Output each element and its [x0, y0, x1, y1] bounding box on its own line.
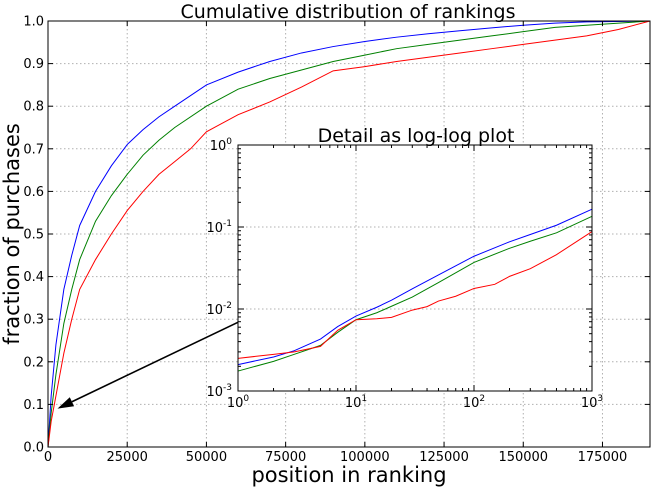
main-x-tick-label: 175000	[578, 450, 628, 465]
main-x-tick-label: 125000	[419, 450, 469, 465]
inset-x-tick-label: 102	[463, 394, 485, 411]
inset-y-tick-label: 10-3	[206, 383, 232, 400]
main-x-tick-label: 50000	[186, 450, 227, 465]
inset-y-tick-label: 100	[210, 137, 233, 154]
main-y-tick-label: 0.7	[23, 142, 44, 157]
inset-series-line-1	[237, 208, 593, 366]
arrow-shaft	[71, 318, 245, 403]
main-y-axis-label: fraction of purchases	[0, 123, 24, 345]
arrow-head	[57, 397, 75, 409]
main-y-tick-label: 1.0	[23, 15, 44, 30]
inset-plot-frame	[237, 144, 593, 392]
inset-series-line-3	[237, 231, 593, 359]
main-series-line-2	[47, 20, 651, 448]
main-y-tick-label: 0.4	[23, 270, 44, 285]
inset-x-tick-label: 100	[227, 394, 250, 411]
inset-title: Detail as log-log plot	[318, 125, 515, 147]
main-series-line-1	[47, 20, 651, 448]
inset-y-tick-label: 10-1	[206, 219, 232, 236]
main-x-tick-label: 25000	[107, 450, 148, 465]
inset-y-axis: 10-3 10-2 10-1 100	[206, 137, 592, 400]
main-y-axis: 0.0 0.1 0.2 0.3 0.4 0.5 0.6 0.7 0.8 0.9 1.0	[23, 15, 650, 456]
main-y-tick-label: 0.2	[23, 355, 44, 370]
arrow-annotation	[57, 318, 245, 409]
main-y-tick-label: 0.6	[23, 185, 44, 200]
main-y-tick-label: 0.1	[23, 398, 44, 413]
main-x-tick-label: 100000	[340, 450, 390, 465]
main-y-tick-label: 0.9	[23, 57, 44, 72]
main-x-tick-label: 75000	[265, 450, 306, 465]
inset-x-axis: 100 101 102 103	[227, 145, 603, 411]
main-x-tick-label: 150000	[498, 450, 548, 465]
inset-series-line-2	[237, 215, 593, 372]
main-title: Cumulative distribution of rankings	[181, 1, 516, 23]
main-y-tick-label: 0.8	[23, 100, 44, 115]
main-x-axis-label: position in ranking	[251, 463, 446, 487]
inset-x-tick-label: 103	[581, 394, 603, 411]
main-series	[47, 20, 651, 448]
inset-background	[238, 145, 592, 391]
main-y-tick-label: 0.3	[23, 313, 44, 328]
main-series-line-3	[47, 20, 651, 448]
main-y-tick-label: 0.5	[23, 228, 44, 243]
main-y-tick-label: 0.0	[23, 441, 44, 456]
main-x-tick-label: 0	[44, 450, 52, 465]
inset-x-tick-label: 101	[345, 394, 367, 411]
inset-series	[237, 208, 593, 372]
inset-y-tick-label: 10-2	[206, 301, 232, 318]
main-x-axis: 0 25000 50000 75000 100000 125000 150000 175000	[44, 21, 627, 465]
